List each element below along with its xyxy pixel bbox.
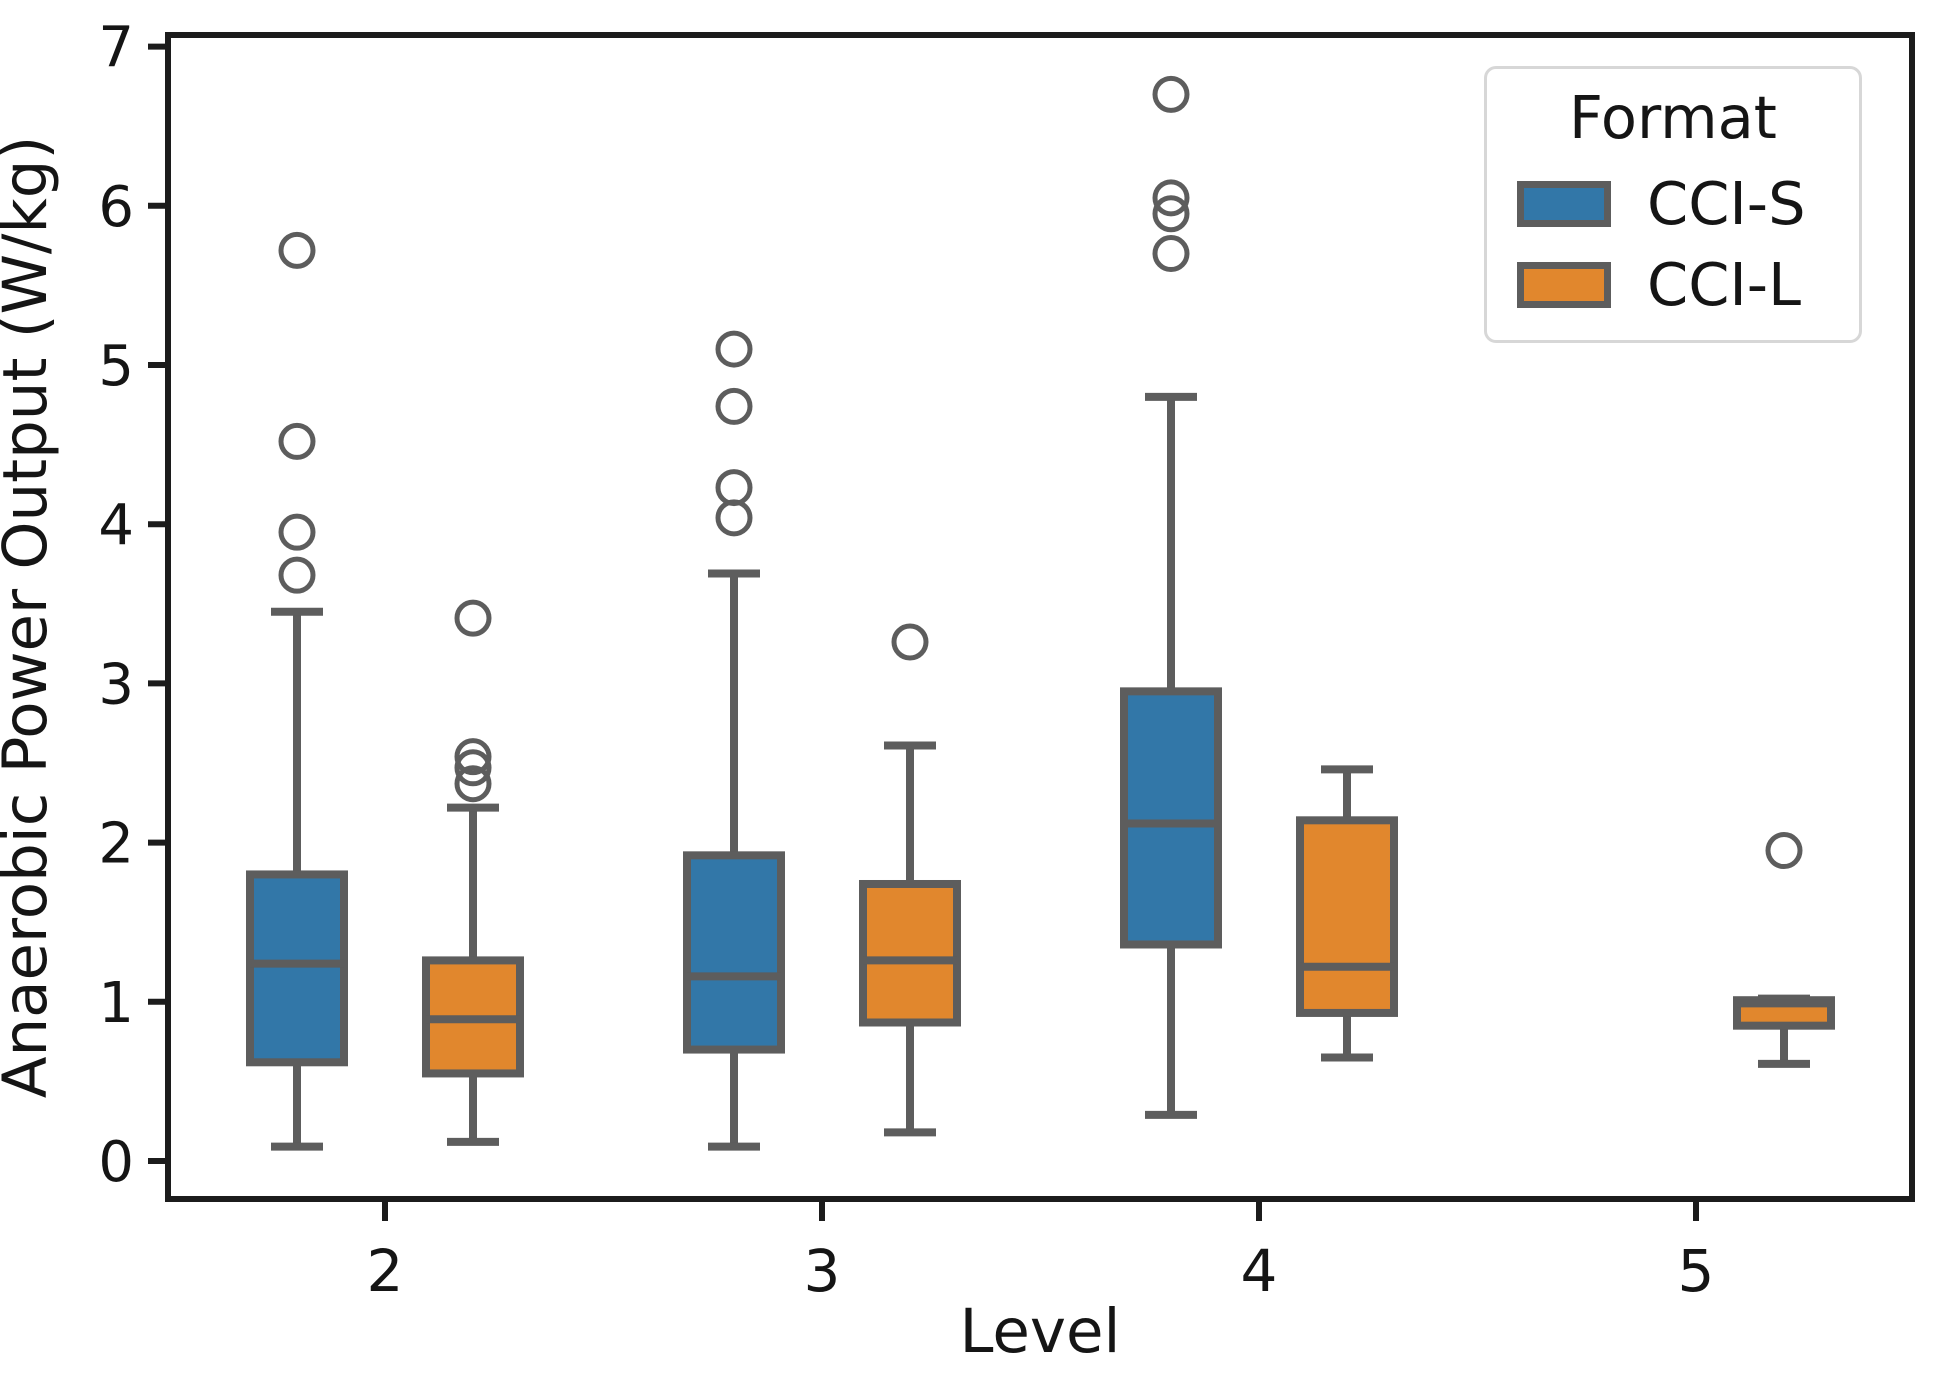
outlier-cci-s-level-4 [1152, 195, 1190, 233]
box-cci-l-level-4 [1296, 816, 1398, 1017]
y-tick-label: 6 [98, 175, 134, 240]
y-tick-label: 5 [98, 334, 134, 399]
y-tick-label: 1 [98, 971, 134, 1036]
y-tick-label: 3 [98, 652, 134, 717]
legend-label-cci-l: CCI-L [1647, 250, 1801, 319]
box-cci-s-level-3 [683, 851, 785, 1054]
legend-label-cci-s: CCI-S [1647, 169, 1806, 238]
legend-entry-cci-s: CCI-S [1517, 174, 1829, 233]
box-cci-s-level-4 [1120, 687, 1222, 949]
legend-title: Format [1569, 83, 1777, 152]
outlier-cci-s-level-2 [278, 422, 316, 460]
y-tick-label: 2 [98, 812, 134, 877]
outlier-cci-s-level-4 [1152, 179, 1190, 217]
box-cci-l-level-3 [859, 879, 961, 1027]
outlier-cci-l-level-2 [454, 738, 492, 776]
x-tick-label: 3 [804, 1237, 841, 1305]
outlier-cci-s-level-2 [278, 513, 316, 551]
outlier-cci-l-level-2 [454, 749, 492, 787]
outlier-cci-s-level-3 [715, 469, 753, 507]
outlier-cci-l-level-2 [454, 765, 492, 803]
outlier-cci-l-level-3 [891, 623, 929, 661]
y-tick-label: 4 [98, 493, 134, 558]
outlier-cci-s-level-2 [278, 556, 316, 594]
x-tick-label: 2 [367, 1237, 404, 1305]
legend-swatch-cci-s [1517, 180, 1611, 227]
outlier-cci-l-level-2 [454, 599, 492, 637]
outlier-cci-s-level-3 [715, 387, 753, 425]
plot-frame [165, 32, 1915, 1202]
legend-entry-cci-l: CCI-L [1517, 255, 1829, 314]
outlier-cci-s-level-3 [715, 330, 753, 368]
legend-swatch-cci-l [1517, 261, 1611, 308]
outlier-cci-s-level-2 [278, 231, 316, 269]
outlier-cci-s-level-3 [715, 499, 753, 537]
x-axis-label: Level [959, 1296, 1120, 1367]
x-tick-label: 5 [1678, 1237, 1715, 1305]
outlier-cci-s-level-4 [1152, 235, 1190, 273]
x-tick-label: 4 [1241, 1237, 1278, 1305]
legend: Format CCI-S CCI-L [1484, 66, 1862, 343]
y-tick-label: 7 [98, 16, 134, 81]
outlier-cci-l-level-5 [1765, 832, 1803, 870]
y-axis-label: Anaerobic Power Output (W/kg) [0, 136, 61, 1099]
box-cci-s-level-2 [246, 870, 348, 1067]
y-tick-label: 0 [98, 1130, 134, 1195]
outlier-cci-s-level-4 [1152, 75, 1190, 113]
